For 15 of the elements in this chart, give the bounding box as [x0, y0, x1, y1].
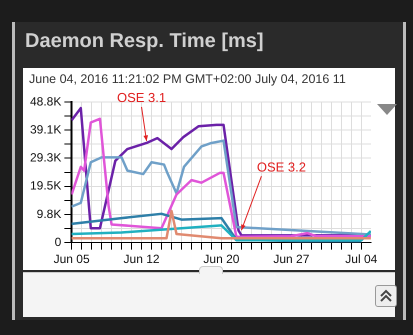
annotation: OSE 3.1 — [116, 90, 166, 106]
annotation: OSE 3.2 — [256, 159, 306, 174]
y-tick-label: 19.5K — [30, 178, 62, 193]
x-tick-label: Jun 12 — [124, 252, 160, 266]
x-tick-label: Jun 05 — [54, 252, 90, 266]
x-tick-label: Jul 04 — [345, 252, 378, 266]
x-tick-label: Jun 20 — [203, 252, 240, 266]
chart-subtitle: June 04, 2016 11:21:02 PM GMT+02:00 July 04, 2016 11 — [29, 72, 346, 86]
y-tick-label: 9.8K — [36, 206, 62, 221]
y-tick-label: 0 — [54, 234, 62, 249]
y-tick-label: 39.1K — [30, 122, 62, 136]
chart-title: Daemon Resp. Time [ms] — [25, 30, 264, 53]
y-tick-label: 29.3K — [30, 150, 62, 165]
y-tick-label: 48.8K — [30, 94, 62, 108]
x-tick-label: Jun 27 — [273, 252, 310, 266]
